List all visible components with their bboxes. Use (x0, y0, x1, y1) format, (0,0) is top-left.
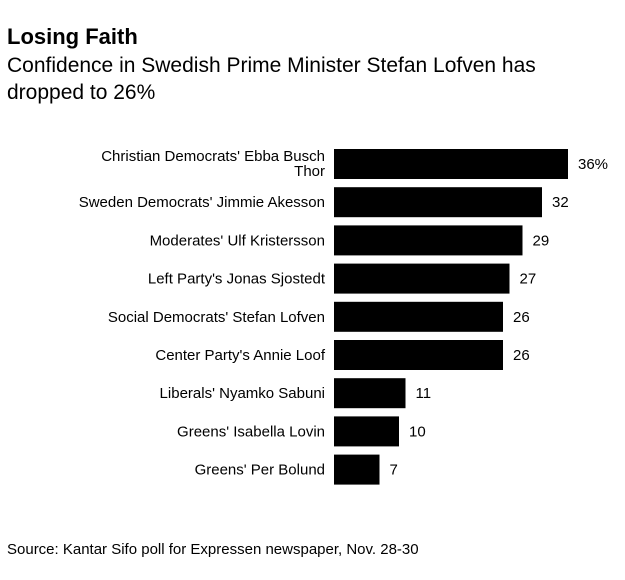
value-label-5: 26 (513, 347, 530, 364)
bar-1 (334, 187, 542, 218)
bar-7 (334, 416, 399, 447)
value-label-2: 29 (533, 232, 550, 249)
value-label-1: 32 (552, 194, 569, 211)
bar-6 (334, 378, 406, 409)
value-label-8: 7 (390, 462, 398, 479)
value-label-3: 27 (520, 271, 537, 288)
bar-5 (334, 340, 503, 370)
bar-3 (334, 263, 510, 294)
category-label-1: Sweden Democrats' Jimmie Akesson (79, 194, 325, 211)
source-note: Source: Kantar Sifo poll for Expressen n… (7, 541, 419, 558)
category-label-2: Moderates' Ulf Kristersson (150, 232, 325, 249)
value-label-4: 26 (513, 309, 530, 326)
category-label-4: Social Democrats' Stefan Lofven (108, 309, 325, 326)
bar-0 (334, 149, 568, 179)
bar-8 (334, 454, 380, 485)
category-label-6: Liberals' Nyamko Sabuni (160, 385, 325, 402)
chart-subtitle: Confidence in Swedish Prime Minister Ste… (7, 54, 536, 104)
bar-4 (334, 301, 503, 332)
value-label-0: 36% (578, 156, 608, 173)
bar-2 (334, 225, 523, 256)
category-label-7: Greens' Isabella Lovin (177, 423, 325, 440)
value-label-7: 10 (409, 423, 426, 440)
category-label-3: Left Party's Jonas Sjostedt (148, 271, 326, 288)
category-label-0: Christian Democrats' Ebba Busch Thor (101, 148, 325, 180)
category-label-5: Center Party's Annie Loof (155, 347, 325, 364)
chart-title: Losing Faith (7, 24, 138, 49)
value-label-6: 11 (416, 385, 432, 402)
category-label-8: Greens' Per Bolund (195, 462, 325, 479)
